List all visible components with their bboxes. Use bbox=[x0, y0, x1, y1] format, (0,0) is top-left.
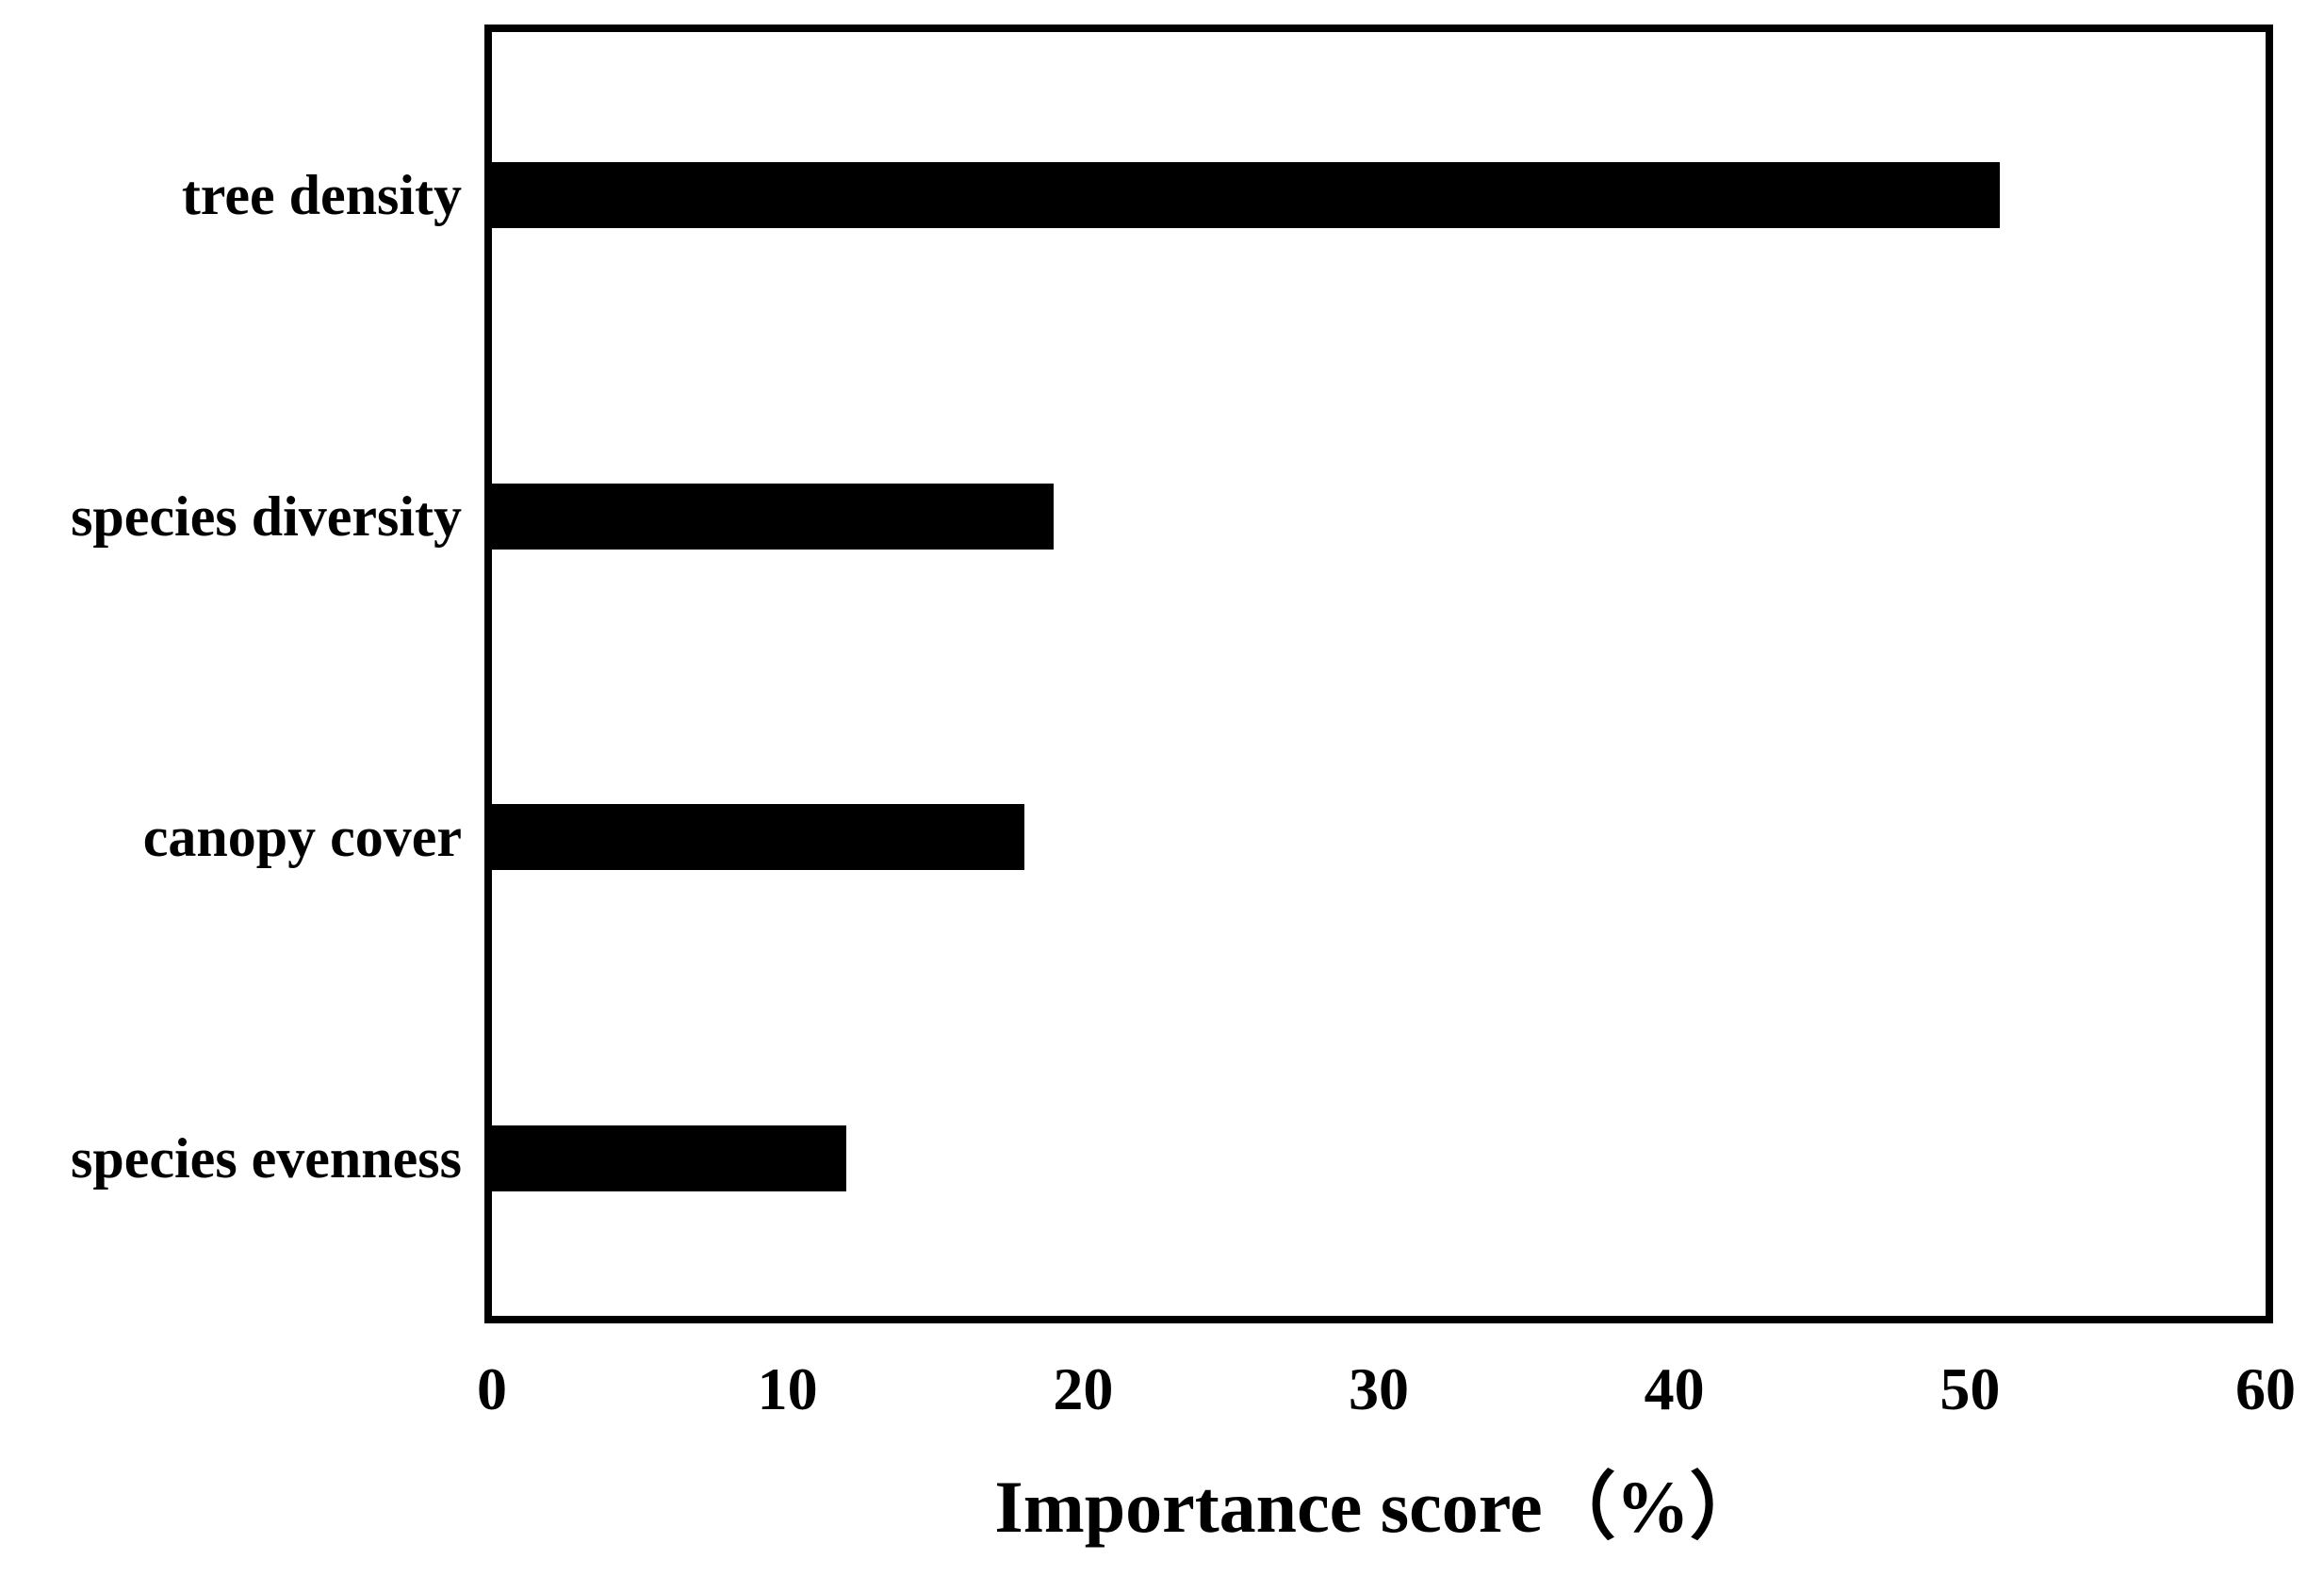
x-tick-label-10: 10 bbox=[757, 1355, 818, 1422]
x-tick-label-0: 0 bbox=[477, 1355, 507, 1422]
bar-species-evenness bbox=[492, 1125, 846, 1191]
category-label-tree-density: tree density bbox=[181, 164, 462, 227]
x-axis-title: Importance score（%） bbox=[994, 1466, 1763, 1548]
x-tick-label-60: 60 bbox=[2235, 1355, 2296, 1422]
x-tick-label-30: 30 bbox=[1349, 1355, 1409, 1422]
plot-area bbox=[484, 25, 2273, 1323]
bar-species-diversity bbox=[492, 483, 1054, 550]
bar-canopy-cover bbox=[492, 804, 1024, 871]
category-label-canopy-cover: canopy cover bbox=[142, 806, 462, 869]
x-tick-label-40: 40 bbox=[1644, 1355, 1705, 1422]
x-tick-label-50: 50 bbox=[1939, 1355, 2001, 1422]
bar-tree-density bbox=[492, 162, 2000, 229]
category-label-species-evenness: species evenness bbox=[71, 1126, 462, 1190]
category-label-species-diversity: species diversity bbox=[71, 484, 462, 548]
x-tick-label-20: 20 bbox=[1053, 1355, 1114, 1422]
